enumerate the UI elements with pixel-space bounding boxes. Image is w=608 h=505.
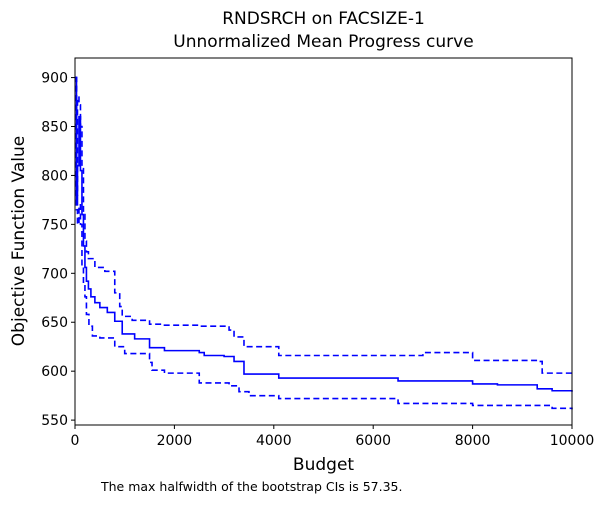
y-tick-label: 700 <box>41 266 68 282</box>
x-tick-label: 4000 <box>256 433 292 449</box>
mean-progress-line <box>75 76 573 392</box>
y-tick-label: 550 <box>41 413 68 429</box>
ci-bound-line-1 <box>75 76 573 375</box>
y-tick-label: 900 <box>41 71 68 87</box>
x-tick-label: 0 <box>71 433 80 449</box>
chart-title-line2: Unnormalized Mean Progress curve <box>173 32 473 52</box>
plot-frame <box>74 57 573 426</box>
ci-bound-line-2 <box>75 76 573 410</box>
y-axis-ticks: 550 600 650 700 750 800 850 900 <box>41 71 75 429</box>
y-tick-label: 750 <box>41 217 68 233</box>
chart-svg: RNDSRCH on FACSIZE-1 Unnormalized Mean P… <box>9 9 595 475</box>
x-axis-ticks: 0 2000 4000 6000 8000 10000 <box>71 425 595 449</box>
x-tick-label: 2000 <box>157 433 193 449</box>
y-tick-label: 600 <box>41 364 68 380</box>
y-tick-label: 650 <box>41 315 68 331</box>
x-tick-label: 6000 <box>355 433 391 449</box>
plot-lines <box>75 76 573 410</box>
y-tick-label: 850 <box>41 120 68 136</box>
ci-halfwidth-caption: The max halfwidth of the bootstrap CIs i… <box>101 479 403 494</box>
x-tick-label: 8000 <box>455 433 491 449</box>
x-tick-label: 10000 <box>550 433 595 449</box>
y-axis-label: Objective Function Value <box>9 136 29 346</box>
chart-title-line1: RNDSRCH on FACSIZE-1 <box>222 9 425 29</box>
y-tick-label: 800 <box>41 168 68 184</box>
x-axis-label: Budget <box>293 455 354 475</box>
